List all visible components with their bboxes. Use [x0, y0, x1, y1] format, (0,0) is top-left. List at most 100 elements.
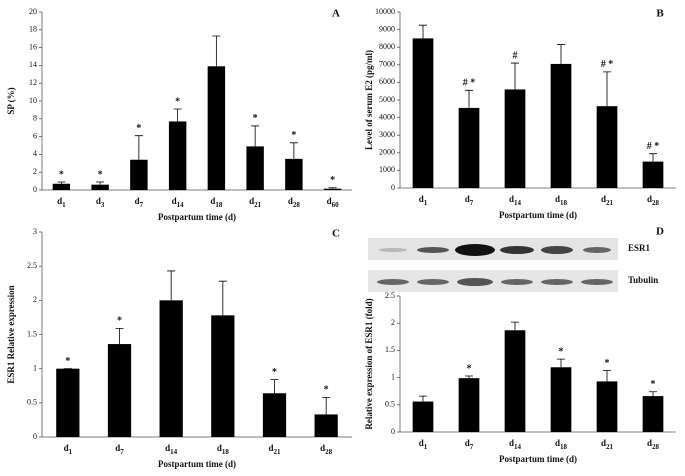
- error-bar: [96, 181, 105, 185]
- significance-marker: # *: [463, 78, 476, 89]
- significance-marker: *: [65, 356, 70, 367]
- error-bar: [167, 270, 176, 301]
- x-tick-label: d18: [217, 443, 230, 456]
- y-tick-label: 2: [33, 167, 37, 176]
- error-bar: [557, 44, 565, 64]
- blot-label: Tubulin: [628, 275, 658, 285]
- significance-marker: *: [253, 113, 258, 124]
- blot-label: ESR1: [628, 243, 651, 253]
- x-tick-label: d18: [555, 438, 568, 451]
- y-tick-label: 0: [33, 432, 37, 441]
- bar: [159, 300, 183, 437]
- y-tick-label: 5000: [379, 95, 395, 104]
- x-tick-label: d21: [249, 196, 262, 209]
- x-tick-label: d1: [57, 196, 66, 209]
- y-tick-label: 0: [391, 183, 395, 192]
- y-tick-label: 3000: [379, 130, 395, 139]
- x-tick-label: d28: [647, 194, 660, 207]
- y-axis-label: SP (%): [6, 87, 16, 114]
- x-tick-label: d21: [601, 438, 614, 451]
- x-tick-label: d7: [135, 196, 144, 209]
- y-tick-label: 4: [33, 149, 37, 158]
- x-tick-label: d28: [320, 443, 333, 456]
- y-tick-label: 1: [391, 372, 395, 381]
- x-tick-label: d7: [465, 438, 474, 451]
- bar: [458, 107, 480, 188]
- x-tick-label: d21: [268, 443, 281, 456]
- x-tick-label: d60: [327, 196, 340, 209]
- y-tick-label: 14: [29, 60, 37, 69]
- bar: [412, 401, 434, 432]
- panel-label: B: [656, 8, 664, 20]
- significance-marker: *: [291, 130, 296, 141]
- error-bar: [322, 396, 331, 415]
- x-tick-label: d1: [64, 443, 73, 456]
- bar: [107, 344, 132, 437]
- significance-marker: *: [330, 175, 335, 186]
- y-tick-label: 0: [33, 185, 37, 194]
- error-bar: [173, 108, 182, 122]
- panel-label: A: [332, 8, 340, 20]
- error-bar: [511, 62, 519, 90]
- x-tick-label: d14: [172, 196, 185, 209]
- x-axis-label: Postpartum time (d): [158, 459, 236, 469]
- bar: [642, 396, 664, 432]
- panel-label: C: [332, 228, 340, 240]
- bar: [52, 183, 71, 190]
- error-bar: [557, 358, 565, 368]
- y-tick-label: 1: [33, 363, 37, 372]
- y-tick-label: 16: [29, 42, 37, 51]
- bar: [596, 381, 618, 432]
- x-axis-label: Postpartum time (d): [158, 212, 236, 222]
- x-tick-label: d7: [465, 194, 474, 207]
- y-tick-label: 1000: [379, 165, 395, 174]
- y-tick-label: 8000: [379, 42, 395, 51]
- x-axis-label: Postpartum time (d): [499, 210, 577, 220]
- significance-marker: *: [605, 358, 610, 369]
- y-tick-label: 0.5: [27, 398, 37, 407]
- panel-label: D: [656, 226, 664, 238]
- significance-marker: # *: [601, 59, 614, 70]
- x-tick-label: d21: [601, 194, 614, 207]
- error-bar: [465, 375, 473, 379]
- y-tick-label: 0.5: [385, 400, 395, 409]
- blot: [368, 238, 618, 292]
- y-tick-label: 0: [391, 427, 395, 436]
- error-bar: [218, 280, 227, 316]
- bar: [504, 330, 526, 432]
- bar: [211, 315, 235, 437]
- error-bar: [270, 379, 279, 394]
- x-tick-label: d14: [509, 194, 522, 207]
- significance-marker: *: [272, 367, 277, 378]
- x-tick-label: d14: [165, 443, 178, 456]
- bar: [91, 184, 109, 190]
- error-bar: [419, 24, 427, 39]
- bar: [458, 378, 480, 432]
- significance-marker: *: [136, 123, 141, 134]
- error-bar: [328, 187, 337, 189]
- error-bar: [649, 391, 657, 397]
- bar: [550, 367, 572, 432]
- bar: [412, 38, 434, 189]
- y-tick-label: 8: [33, 114, 37, 123]
- error-bar: [419, 395, 427, 402]
- y-tick-label: 2.5: [385, 291, 395, 300]
- x-tick-label: d18: [555, 194, 568, 207]
- x-tick-label: d28: [288, 196, 301, 209]
- y-tick-label: 4000: [379, 112, 395, 121]
- error-bar: [649, 153, 657, 162]
- significance-marker: *: [559, 346, 564, 357]
- y-tick-label: 2: [33, 295, 37, 304]
- bar: [504, 89, 526, 188]
- y-tick-label: 10000: [375, 7, 395, 16]
- bar: [285, 158, 303, 190]
- y-tick-label: 18: [29, 25, 37, 34]
- error-bar: [212, 35, 221, 67]
- y-tick-label: 2.5: [27, 261, 37, 270]
- significance-marker: #: [513, 50, 518, 61]
- bar: [207, 66, 226, 190]
- x-tick-label: d18: [210, 196, 223, 209]
- error-bar: [511, 321, 519, 331]
- x-axis-label: Postpartum time (d): [499, 454, 577, 464]
